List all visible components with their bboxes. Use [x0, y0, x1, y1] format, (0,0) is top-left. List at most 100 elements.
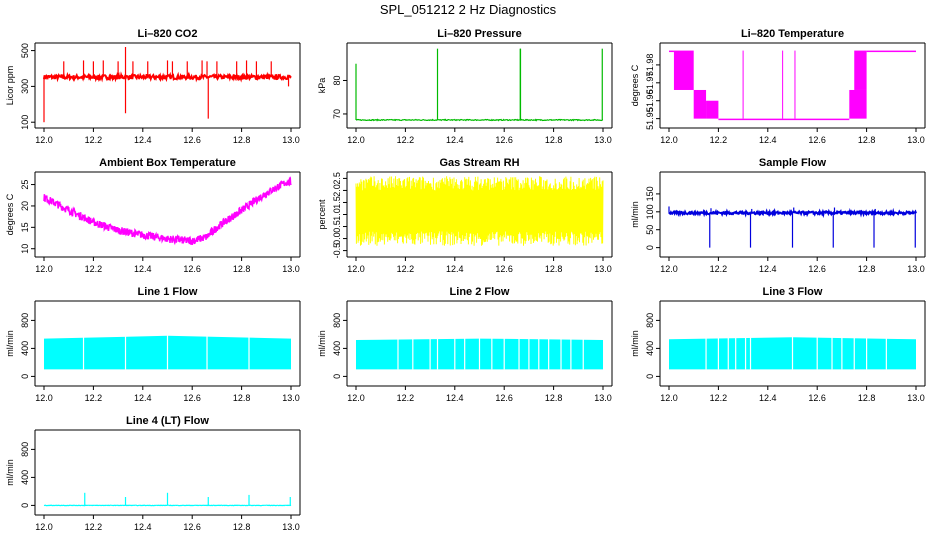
- x-tick-label: 12.2: [85, 522, 103, 532]
- x-tick-label: 12.0: [347, 264, 365, 274]
- y-tick-label: 51.95: [645, 107, 655, 130]
- x-tick-label: 12.4: [134, 393, 152, 403]
- y-axis-label: degrees C: [630, 64, 640, 106]
- x-tick-label: 12.4: [134, 522, 152, 532]
- x-tick-label: 12.4: [446, 135, 464, 145]
- y-tick-label: 50: [645, 225, 655, 235]
- x-tick-label: 12.8: [858, 393, 876, 403]
- y-tick-label: 800: [645, 313, 655, 328]
- y-tick-label: 2.5: [332, 172, 342, 185]
- x-tick-label: 12.2: [397, 393, 415, 403]
- data-marks: [668, 206, 917, 248]
- x-tick-label: 12.6: [183, 393, 201, 403]
- x-tick-label: 12.2: [710, 135, 728, 145]
- x-tick-label: 13.0: [907, 135, 925, 145]
- x-tick-label: 12.8: [545, 135, 563, 145]
- chart-title: Line 4 (LT) Flow: [126, 415, 209, 427]
- chart-temperature: Li–820 Temperature 12.0 12.2 12.4 12.6 12.8 13…: [630, 28, 926, 145]
- x-tick-label: 13.0: [594, 264, 612, 274]
- chart-ambient: Ambient Box Temperature 12.0 12.2 12.4 12.6 1…: [5, 157, 301, 274]
- y-tick-label: 0: [645, 245, 655, 250]
- x-tick-label: 12.8: [233, 264, 251, 274]
- x-tick-label: 12.4: [446, 393, 464, 403]
- y-tick-label: 400: [20, 470, 30, 485]
- y-tick-label: 100: [645, 204, 655, 219]
- y-tick-label: 0.0: [332, 232, 342, 245]
- y-tick-label: 2.0: [332, 184, 342, 197]
- x-tick-label: 12.2: [397, 135, 415, 145]
- x-tick-label: 13.0: [594, 135, 612, 145]
- x-tick-label: 12.2: [85, 393, 103, 403]
- x-tick-label: 12.2: [710, 393, 728, 403]
- x-tick-label: 12.2: [710, 264, 728, 274]
- x-tick-label: 12.0: [35, 264, 53, 274]
- x-tick-label: 13.0: [907, 264, 925, 274]
- x-tick-label: 12.8: [233, 135, 251, 145]
- data-marks: [669, 334, 916, 370]
- x-tick-label: 12.4: [446, 264, 464, 274]
- chart-title: Line 2 Flow: [450, 286, 510, 298]
- y-tick-label: 0: [20, 503, 30, 508]
- x-tick-label: 12.0: [35, 522, 53, 532]
- x-tick-label: 12.6: [183, 264, 201, 274]
- y-tick-label: 300: [20, 79, 30, 94]
- y-tick-label: 400: [20, 341, 30, 356]
- data-marks: [356, 335, 603, 370]
- y-tick-label: 10: [20, 244, 30, 254]
- y-tick-label: 25: [20, 180, 30, 190]
- x-tick-label: 12.2: [85, 264, 103, 274]
- chart-title: Sample Flow: [759, 157, 827, 169]
- chart-sampleflow: Sample Flow 12.0 12.2 12.4 12.6 12.8 13.0 0 50 10…: [630, 157, 926, 274]
- x-tick-label: 12.8: [858, 264, 876, 274]
- y-tick-label: 51.96: [645, 89, 655, 112]
- x-tick-label: 12.6: [495, 135, 513, 145]
- x-tick-label: 12.8: [545, 393, 563, 403]
- x-tick-label: 12.8: [233, 522, 251, 532]
- data-marks: [44, 333, 291, 370]
- x-tick-label: 12.8: [545, 264, 563, 274]
- y-tick-label: 51.97: [645, 72, 655, 95]
- chart-title: Line 3 Flow: [763, 286, 823, 298]
- y-axis-label: Licor ppm: [5, 66, 15, 106]
- y-tick-label: 800: [20, 313, 30, 328]
- data-marks: [355, 48, 604, 122]
- chart-line4: Line 4 (LT) Flow 12.0 12.2 12.4 12.6 12.8 13.0…: [5, 415, 301, 532]
- chart-co2: Li–820 CO2 12.0 12.2 12.4 12.6 12.8 13.0 100 300…: [5, 28, 301, 145]
- chart-title: Gas Stream RH: [439, 157, 519, 169]
- step-block: [706, 100, 719, 119]
- x-tick-label: 12.0: [35, 135, 53, 145]
- y-tick-label: 1.0: [332, 208, 342, 221]
- data-marks: [43, 492, 292, 507]
- chart-line1: Line 1 Flow 12.0 12.2 12.4 12.6 12.8 13.0 0 400 8…: [5, 286, 301, 403]
- x-tick-label: 12.0: [347, 393, 365, 403]
- x-tick-label: 12.0: [347, 135, 365, 145]
- y-tick-label: 20: [20, 201, 30, 211]
- series-line: [355, 118, 604, 122]
- chart-line3: Line 3 Flow 12.0 12.2 12.4 12.6 12.8 13.0 0 400 8…: [630, 286, 926, 403]
- step-block: [673, 50, 694, 90]
- x-tick-label: 13.0: [282, 264, 300, 274]
- y-tick-label: 15: [20, 222, 30, 232]
- step-block: [854, 50, 867, 90]
- x-tick-label: 12.4: [759, 135, 777, 145]
- x-tick-label: 12.4: [759, 393, 777, 403]
- y-tick-label: 0: [332, 374, 342, 379]
- series-line: [43, 176, 292, 246]
- chart-pressure: Li–820 Pressure 12.0 12.2 12.4 12.6 12.8 13.0 7…: [317, 28, 613, 145]
- x-tick-label: 12.6: [183, 522, 201, 532]
- y-axis-label: degrees C: [5, 193, 15, 235]
- y-tick-label: 150: [645, 186, 655, 201]
- chart-title: Li–820 Temperature: [741, 28, 844, 40]
- x-tick-label: 12.2: [397, 264, 415, 274]
- data-marks: [43, 47, 292, 123]
- chart-title: Line 1 Flow: [138, 286, 198, 298]
- x-tick-label: 12.4: [134, 264, 152, 274]
- x-tick-label: 13.0: [282, 393, 300, 403]
- y-tick-label: 51.98: [645, 54, 655, 77]
- x-tick-label: 12.4: [134, 135, 152, 145]
- x-tick-label: 13.0: [594, 393, 612, 403]
- y-tick-label: 0.5: [332, 220, 342, 233]
- page-title: SPL_051212 2 Hz Diagnostics: [379, 2, 557, 17]
- x-tick-label: 12.6: [495, 393, 513, 403]
- x-tick-label: 13.0: [282, 522, 300, 532]
